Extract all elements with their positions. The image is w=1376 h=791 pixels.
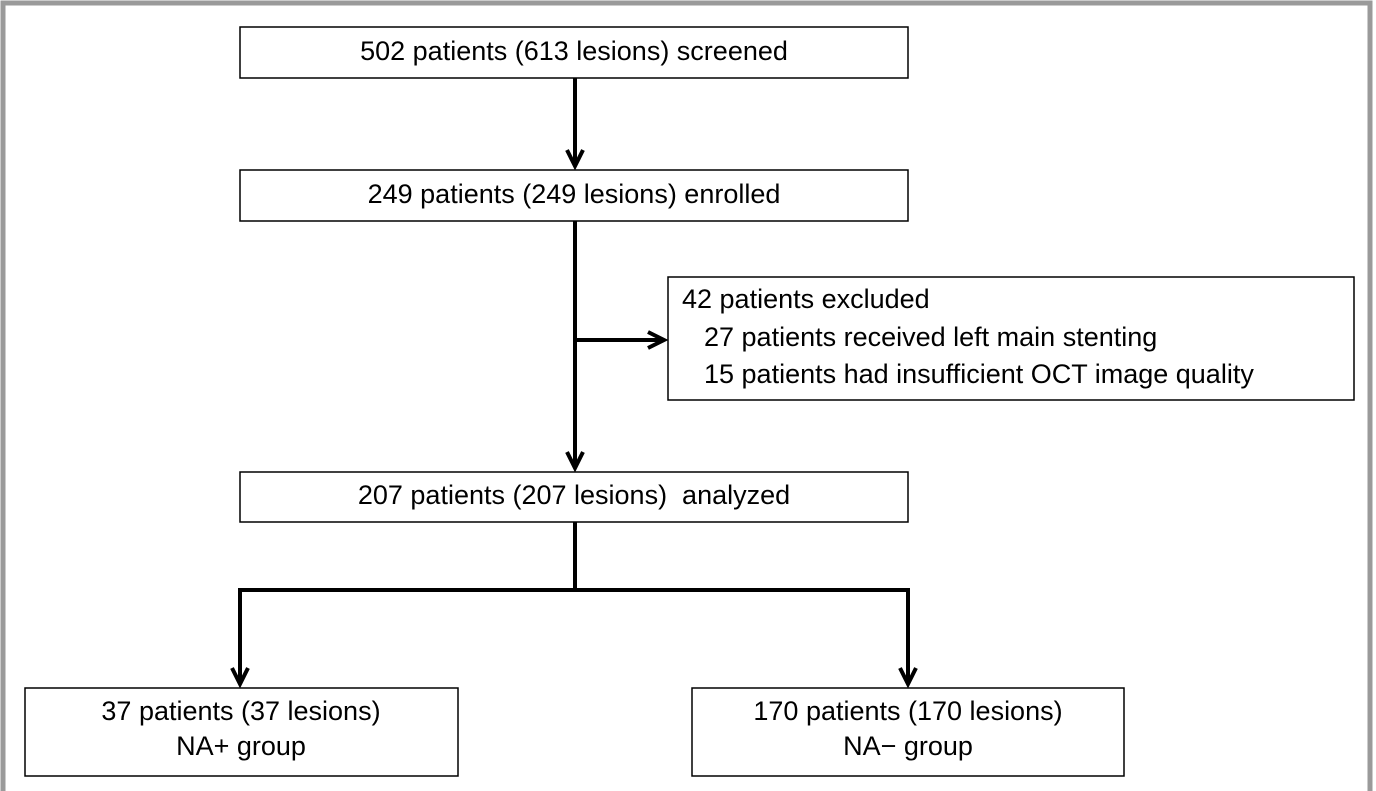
box	[239, 471, 909, 523]
arrow-head	[647, 330, 669, 350]
box	[691, 687, 1125, 777]
box-text: 502 patients (613 lesions) screened	[360, 36, 788, 66]
arrow-head	[230, 667, 250, 689]
arrow-head	[898, 667, 918, 689]
box-text: NA− group	[843, 731, 973, 761]
arrow-head	[565, 149, 585, 171]
connector	[238, 588, 910, 684]
connectors	[230, 78, 918, 689]
box-text: 37 patients (37 lesions)	[101, 696, 380, 726]
box-text: NA+ group	[176, 731, 306, 761]
box-text: 27 patients received left main stenting	[704, 322, 1157, 352]
box-text: 15 patients had insufficient OCT image q…	[704, 359, 1254, 389]
box	[239, 26, 909, 79]
box-text: 249 patients (249 lesions) enrolled	[368, 179, 781, 209]
box	[239, 169, 909, 222]
box-text: 170 patients (170 lesions)	[753, 696, 1062, 726]
arrow-head	[565, 451, 585, 473]
box	[667, 276, 1355, 401]
box-text: 42 patients excluded	[682, 284, 930, 314]
box	[24, 687, 459, 777]
box-text: 207 patients (207 lesions) analyzed	[358, 480, 790, 510]
